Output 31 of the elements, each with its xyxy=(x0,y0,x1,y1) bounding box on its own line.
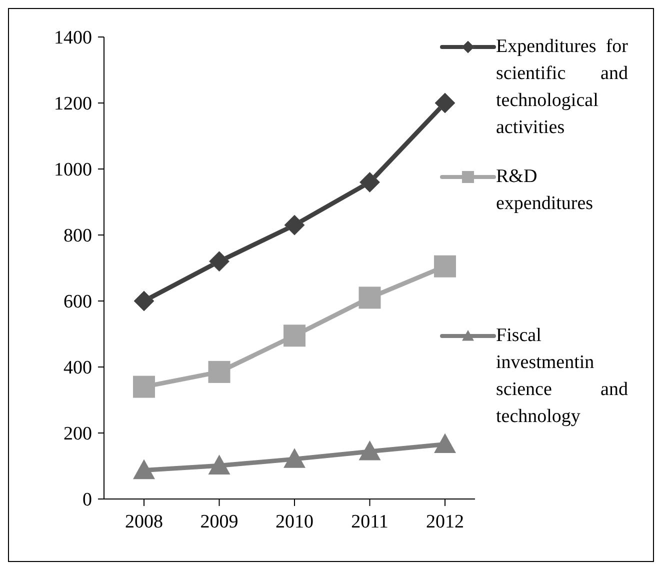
y-tick-label: 400 xyxy=(64,358,92,379)
point xyxy=(209,251,230,272)
y-tick-label: 1200 xyxy=(54,94,92,115)
y-tick-label: 0 xyxy=(82,490,92,511)
point xyxy=(358,440,381,460)
point xyxy=(284,448,306,468)
y-tick-label: 800 xyxy=(64,226,92,247)
point xyxy=(358,286,381,309)
y-tick-label: 600 xyxy=(64,292,92,313)
point xyxy=(284,214,305,236)
legend-label: R&D expenditures xyxy=(496,165,594,216)
point xyxy=(434,433,456,454)
point xyxy=(284,324,306,347)
x-tick-label: 2010 xyxy=(276,511,314,532)
legend-label: Expenditures for scientific and technological activities xyxy=(496,35,628,140)
x-tick-label: 2009 xyxy=(200,511,238,532)
point xyxy=(134,290,154,312)
y-tick-label: 1000 xyxy=(54,160,92,181)
point xyxy=(360,172,380,192)
point xyxy=(434,92,456,114)
y-tick-label: 1400 xyxy=(54,28,92,49)
legend-label: Fiscal investmentin science and technology xyxy=(496,324,628,429)
x-tick-label: 2011 xyxy=(351,511,388,532)
point xyxy=(133,459,155,480)
point xyxy=(208,454,230,474)
point xyxy=(208,360,230,383)
point xyxy=(133,376,155,398)
x-tick-label: 2012 xyxy=(426,511,464,532)
y-tick-label: 200 xyxy=(64,424,92,445)
x-tick-label: 2008 xyxy=(125,511,163,532)
point xyxy=(434,255,456,278)
